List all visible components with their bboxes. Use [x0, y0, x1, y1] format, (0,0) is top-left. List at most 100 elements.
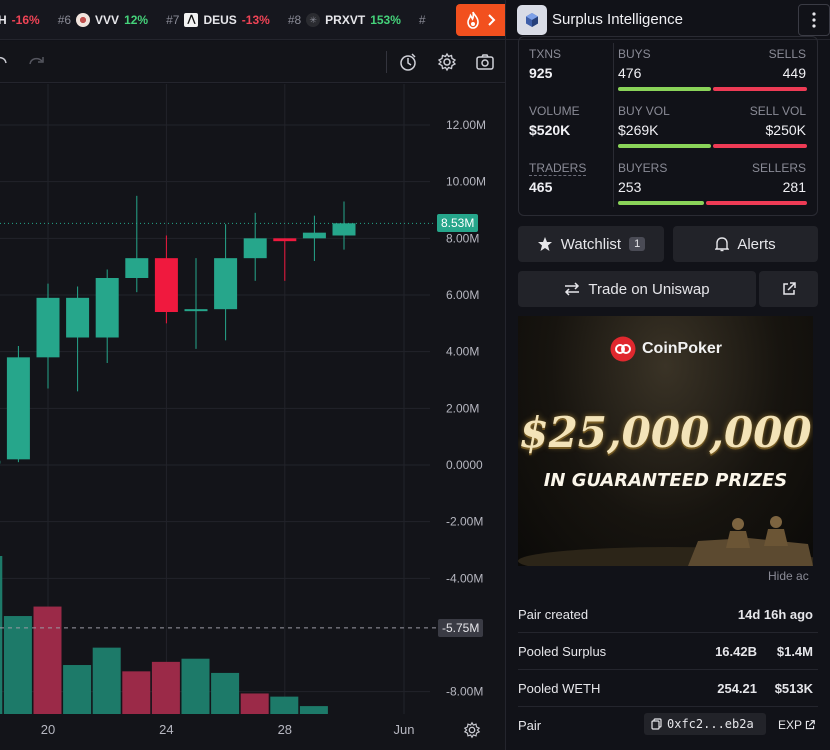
ticker-symbol: H — [0, 13, 7, 27]
buyers-bar — [618, 201, 704, 205]
alert-clock-icon[interactable] — [398, 52, 418, 72]
volume-value: $520K — [529, 122, 571, 138]
explorer-link[interactable]: EXP — [778, 718, 815, 732]
watchlist-button[interactable]: Watchlist 1 — [518, 226, 664, 262]
ticker-rank: #8 — [287, 12, 302, 27]
watchlist-label: Watchlist — [560, 235, 622, 253]
last-price-label: 8.53M — [437, 214, 479, 233]
pair-row: Pair 0xfc2...eb2a EXP — [518, 707, 818, 744]
buys-bar — [618, 87, 711, 91]
open-external-button[interactable] — [759, 271, 818, 307]
panel-divider — [505, 0, 506, 750]
ticker-item[interactable]: #7 ⋀ DEUS -13% — [166, 12, 270, 27]
ticker-item[interactable]: H -16% — [0, 13, 40, 27]
pooled-surplus-label: Pooled Surplus — [518, 644, 607, 659]
advertisement-banner[interactable]: CoinPoker $25,000,000 IN GUARANTEED PRIZ… — [518, 316, 813, 566]
stats-divider — [613, 43, 614, 207]
buys-value: 476 — [618, 65, 642, 81]
pooled-surplus-row: Pooled Surplus 16.42B $1.4M — [518, 633, 818, 670]
traders-label[interactable]: TRADERS — [529, 161, 587, 176]
prxvt-coin-icon: ✳ — [306, 12, 321, 27]
deus-coin-icon: ⋀ — [184, 12, 199, 27]
token-name: Surplus Intelligence — [552, 11, 683, 28]
undo-icon[interactable] — [0, 52, 10, 72]
trade-on-uniswap-button[interactable]: Trade on Uniswap — [518, 271, 756, 307]
alerts-label: Alerts — [737, 235, 776, 253]
token-info-panel: Surplus Intelligence TXNS 925 VOLUME $52… — [506, 0, 830, 750]
buy-vol-value: $269K — [618, 122, 659, 138]
traders-value: 465 — [529, 179, 553, 195]
sellers-value: 281 — [782, 179, 806, 195]
volume-bar — [181, 658, 210, 714]
y-tick-label: 10.00M — [446, 175, 486, 189]
sells-value: 449 — [782, 65, 806, 81]
external-link-icon — [782, 282, 796, 295]
candle-body — [95, 278, 119, 338]
ticker-symbol: DEUS — [203, 12, 237, 27]
pooled-surplus-amount: 16.42B — [715, 644, 757, 659]
buy-vol-label: BUY VOL — [618, 104, 670, 118]
watchlist-count-badge: 1 — [629, 237, 646, 251]
sell-vol-value: $250K — [765, 122, 806, 138]
ad-headline: $25,000,000 — [519, 408, 812, 457]
vvv-coin-icon — [76, 12, 91, 27]
candlestick-chart[interactable]: 12.00M 10.00M 8.00M 6.00M 4.00M 2.00M 0.0000 -2… — [0, 84, 505, 750]
pair-address-button[interactable]: 0xfc2...eb2a — [644, 713, 766, 735]
sells-label: SELLS — [768, 47, 806, 61]
hide-ad-link[interactable]: Hide ac — [768, 569, 809, 583]
y-tick-label: 0.0000 — [446, 458, 483, 472]
trade-stats-card: TXNS 925 VOLUME $520K TRADERS 465 BUYS S… — [518, 36, 818, 216]
ticker-change: -13% — [241, 12, 270, 27]
redo-icon[interactable] — [26, 52, 46, 72]
volume-bar — [299, 706, 328, 714]
camera-icon[interactable] — [475, 52, 495, 72]
trending-toggle-button[interactable] — [456, 4, 505, 36]
pooled-weth-usd: $513K — [774, 681, 813, 696]
explorer-label: EXP — [778, 718, 803, 732]
ad-brand: CoinPoker — [610, 336, 722, 362]
candle-body — [273, 238, 297, 242]
pooled-surplus-usd: $1.4M — [776, 644, 813, 659]
more-vertical-icon — [812, 12, 816, 28]
ticker-change: 153% — [370, 12, 401, 27]
x-tick-label: 24 — [159, 722, 173, 737]
pooled-weth-label: Pooled WETH — [518, 681, 601, 696]
ticker-item[interactable]: # — [418, 12, 426, 27]
y-tick-label: 8.00M — [446, 231, 479, 245]
toolbar-divider — [386, 51, 387, 73]
sellers-label: SELLERS — [751, 161, 806, 175]
sell-vol-label: SELL VOL — [749, 104, 806, 118]
volume-bar — [92, 647, 121, 714]
x-tick-label: 28 — [278, 722, 292, 737]
volume-bar — [63, 665, 92, 714]
copy-icon — [651, 718, 662, 730]
cube-icon — [526, 13, 538, 27]
gear-icon[interactable] — [437, 52, 457, 72]
chart-settings-gear-icon[interactable] — [463, 721, 481, 739]
y-tick-label: 6.00M — [446, 288, 479, 302]
ad-figures-decoration — [518, 516, 813, 566]
more-options-button[interactable] — [798, 4, 830, 36]
candle-body — [302, 232, 326, 239]
x-tick-label: Jun — [394, 722, 415, 737]
x-tick-label: 20 — [41, 722, 55, 737]
bell-icon — [715, 237, 730, 252]
alerts-button[interactable]: Alerts — [673, 226, 818, 262]
buy-vol-bar — [618, 144, 711, 148]
price-chart[interactable]: 12.00M 10.00M 8.00M 6.00M 4.00M 2.00M 0.0000 -2… — [0, 84, 505, 750]
fire-icon — [466, 11, 479, 29]
y-tick-label: 4.00M — [446, 345, 479, 359]
ticker-symbol: PRXVT — [325, 12, 366, 27]
candle-body — [66, 297, 90, 338]
chevron-right-icon — [488, 14, 496, 26]
ticker-item[interactable]: #8 ✳ PRXVT 153% — [287, 12, 401, 27]
ticker-change: -16% — [11, 12, 40, 27]
candle-body — [332, 223, 356, 236]
sells-bar — [713, 87, 807, 91]
ticker-item[interactable]: #6 VVV 12% — [58, 12, 148, 27]
volume-bar — [211, 672, 240, 714]
volume-bar — [3, 616, 32, 714]
candle-body — [36, 297, 60, 358]
volume-bar — [122, 671, 151, 714]
